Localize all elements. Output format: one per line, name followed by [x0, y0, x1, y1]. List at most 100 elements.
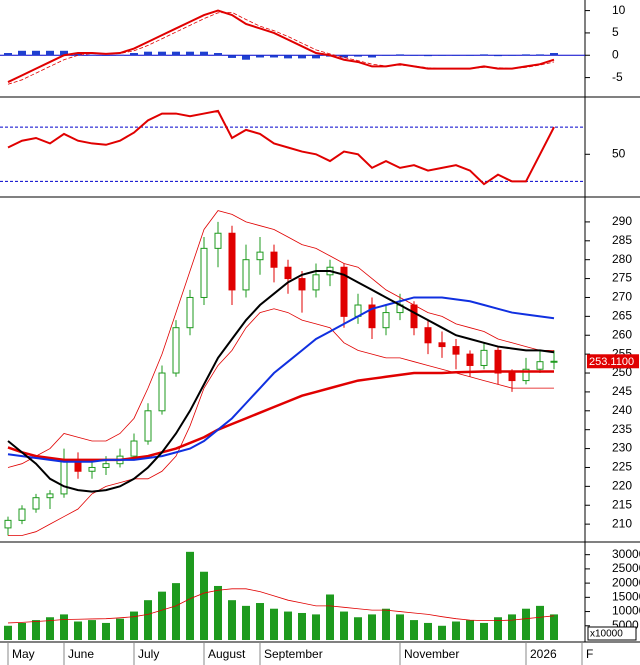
y-tick-label: 20000 [612, 575, 640, 589]
y-tick-label: 275 [612, 271, 632, 285]
histogram-bar [410, 55, 418, 56]
candle-body [382, 312, 390, 329]
histogram-bar [116, 54, 124, 56]
histogram-bar [102, 55, 110, 56]
histogram-bar [452, 55, 460, 56]
candle-body [46, 493, 54, 499]
candle-body [102, 463, 110, 468]
volume-bar [550, 614, 558, 640]
volume-bar [354, 617, 362, 640]
y-tick-label: 225 [612, 460, 632, 474]
candle-body [18, 508, 26, 521]
volume-bar [452, 621, 460, 640]
volume-bar [116, 618, 124, 640]
x-tick-label: September [264, 647, 323, 661]
y-tick-label: 215 [612, 497, 632, 511]
histogram-bar [508, 55, 516, 56]
volume-bar [424, 622, 432, 640]
histogram-bar [214, 53, 222, 56]
histogram-bar [74, 53, 82, 56]
histogram-bar [186, 51, 194, 56]
y-tick-label: 15000 [612, 590, 640, 604]
x-tick-label: July [138, 647, 159, 661]
volume-bar [186, 551, 194, 640]
candle-body [228, 232, 236, 291]
candle-body [284, 266, 292, 280]
y-tick-label: 230 [612, 441, 632, 455]
histogram-bar [60, 50, 68, 56]
histogram-bar [256, 55, 264, 58]
histogram-bar [172, 51, 180, 56]
candle-body [32, 497, 40, 510]
series-line [7, 270, 555, 493]
x-tick-label: June [68, 647, 94, 661]
histogram-bar [158, 51, 166, 56]
candle-body [172, 327, 180, 374]
candle-body [452, 346, 460, 355]
candle-body [144, 410, 152, 442]
volume-bar [88, 620, 96, 640]
histogram-bar [200, 51, 208, 56]
y-tick-label: 0 [612, 47, 619, 61]
volume-bar [382, 608, 390, 640]
candle-body [130, 440, 138, 457]
x-tick-label: August [208, 647, 246, 661]
histogram-bar [270, 55, 278, 58]
volume-bar [60, 614, 68, 640]
candle-body [438, 342, 446, 348]
volume-bar [158, 591, 166, 640]
y-tick-label: 285 [612, 233, 632, 247]
candle-body [410, 304, 418, 329]
histogram-bar [340, 55, 348, 58]
y-tick-label: 10000 [612, 604, 640, 618]
candle-body [256, 251, 264, 261]
candle-body [340, 266, 348, 317]
histogram-bar [494, 55, 502, 57]
volume-bar [480, 622, 488, 640]
histogram-bar [312, 55, 320, 59]
histogram-bar [424, 55, 432, 57]
histogram-bar [522, 54, 530, 56]
y-tick-label: 5 [612, 25, 619, 39]
histogram-bar [382, 55, 390, 56]
volume-bar [130, 611, 138, 640]
histogram-bar [354, 55, 362, 57]
series-line [7, 210, 554, 468]
histogram-bar [46, 50, 54, 56]
candle-body [466, 353, 474, 366]
candle-body [522, 368, 530, 382]
y-tick-label: 270 [612, 290, 632, 304]
series-line [7, 109, 555, 186]
histogram-bar [242, 55, 250, 60]
histogram-bar [396, 54, 404, 56]
histogram-bar [480, 54, 488, 56]
candle-body [214, 232, 222, 249]
y-tick-label: 280 [612, 252, 632, 266]
y-tick-label: 250 [612, 365, 632, 379]
volume-bar [298, 612, 306, 640]
y-tick-label: 220 [612, 479, 632, 493]
histogram-bar [298, 55, 306, 59]
histogram-bar [438, 55, 446, 56]
series-line [7, 588, 555, 624]
candle-body [368, 304, 376, 329]
y-tick-label: 210 [612, 516, 632, 530]
histogram-bar [18, 50, 26, 56]
candle-body [312, 274, 320, 291]
volume-bar [466, 620, 474, 640]
y-tick-label: 265 [612, 309, 632, 323]
volume-bar [438, 625, 446, 640]
y-tick-label: 290 [612, 214, 632, 228]
volume-bar [284, 611, 292, 640]
volume-bar [144, 600, 152, 640]
candle-body [88, 466, 96, 472]
volume-bar [32, 620, 40, 640]
histogram-bar [368, 55, 376, 58]
series-line [7, 296, 555, 463]
last-price-tag [587, 354, 639, 369]
candle-body [536, 361, 544, 370]
histogram-bar [550, 53, 558, 56]
volume-bar [312, 614, 320, 640]
volume-bar [102, 622, 110, 640]
